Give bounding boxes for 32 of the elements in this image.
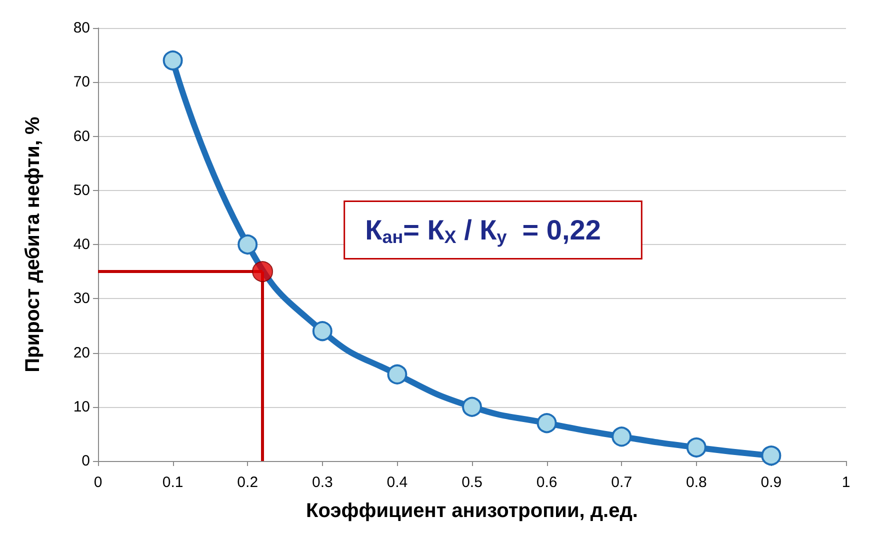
y-tick-label: 10 (73, 398, 90, 416)
x-tick-label: 0 (94, 474, 102, 491)
point (761, 446, 782, 466)
y-tick-label: 40 (73, 236, 90, 253)
y-tick-label: 0 (82, 452, 90, 470)
x-tick-label: 0.4 (386, 474, 408, 491)
point (312, 321, 332, 342)
point (686, 437, 706, 458)
x-axis-title: Коэффициент анизотропии, д.ед. (306, 500, 638, 522)
point (252, 261, 274, 282)
x-tick-label: 1 (842, 474, 850, 491)
y-tick-label: 70 (73, 74, 90, 91)
y-tick-label: 50 (73, 182, 90, 199)
point (462, 396, 482, 417)
x-tick-label: 0.7 (611, 474, 632, 491)
x-tick-label: 0.5 (462, 474, 482, 491)
y-axis-title: Прирост дебита нефти, % (22, 116, 44, 372)
y-tick-label: 80 (73, 20, 90, 36)
point (387, 364, 408, 384)
x-tick-label: 0.8 (686, 474, 707, 491)
point (238, 234, 258, 254)
x-tick-label: 0.3 (312, 474, 333, 491)
y-tick-label: 30 (73, 290, 90, 308)
x-tick-label: 0.2 (237, 474, 258, 491)
point (612, 426, 632, 447)
x-tick-label: 0.6 (536, 474, 558, 491)
x-tick-label: 0.9 (760, 474, 782, 491)
point (536, 413, 557, 434)
y-tick-label: 60 (73, 128, 90, 145)
point (162, 50, 183, 70)
x-tick-label: 0.1 (162, 474, 184, 491)
y-tick-label: 20 (73, 344, 90, 362)
